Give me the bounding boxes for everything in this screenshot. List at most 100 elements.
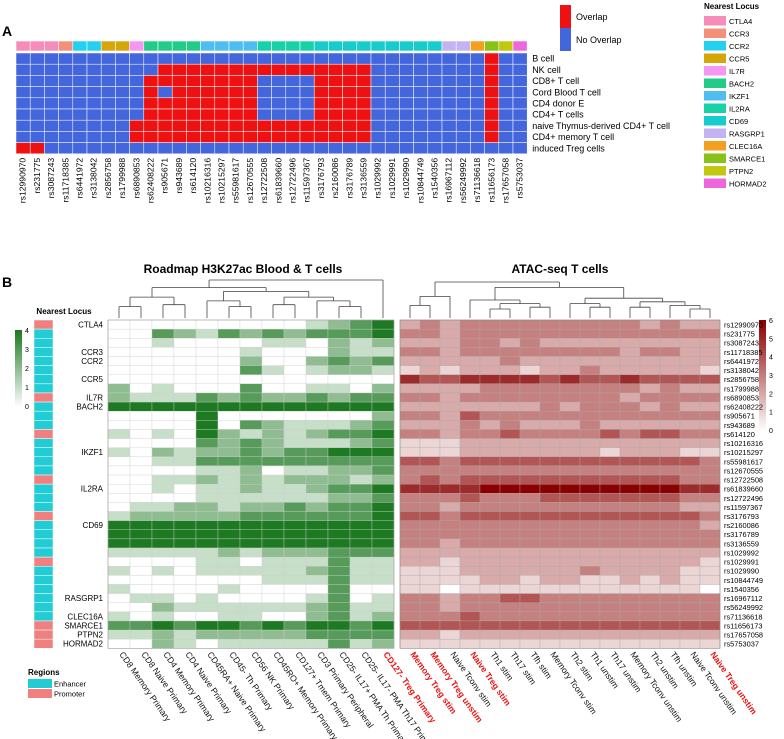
region-bar-cell xyxy=(33,420,54,430)
atac-cell xyxy=(559,456,581,467)
atac-cell xyxy=(539,620,561,631)
snp-label: rs6441972 xyxy=(74,158,84,199)
snp-row-label: rs12670555 xyxy=(724,466,763,475)
atac-cell xyxy=(399,383,421,394)
atac-cell xyxy=(499,566,521,576)
h3k27ac-cell xyxy=(327,529,351,540)
overlap-cell xyxy=(228,86,244,99)
atac-cell xyxy=(439,447,461,457)
overlap-cell xyxy=(72,108,88,121)
atac-cell xyxy=(699,456,721,467)
h3k27ac-cell xyxy=(195,520,219,530)
h3k27ac-cell xyxy=(107,538,131,549)
scale-gradient-step xyxy=(759,366,766,370)
atac-cell xyxy=(519,429,541,439)
atac-cell xyxy=(599,520,621,530)
atac-cell xyxy=(619,547,641,558)
atac-cell xyxy=(639,411,661,421)
h3k27ac-cell xyxy=(283,629,307,640)
overlap-cell xyxy=(455,75,471,87)
h3k27ac-cell xyxy=(107,602,131,613)
overlap-cell xyxy=(44,86,59,99)
h3k27ac-cell xyxy=(305,392,329,403)
snp-label: rs16967112 xyxy=(444,158,454,203)
locus-bar-cell xyxy=(441,40,457,52)
h3k27ac-cell xyxy=(151,392,175,403)
atac-cell xyxy=(559,529,581,540)
atac-cell xyxy=(559,438,581,448)
atac-cell xyxy=(499,401,521,412)
h3k27ac-cell xyxy=(305,556,329,567)
h3k27ac-cell xyxy=(107,328,131,339)
atac-cell xyxy=(639,465,661,476)
panel-b: B Roadmap H3K27ac Blood & T cells ATAC-s… xyxy=(2,262,773,739)
h3k27ac-cell xyxy=(173,465,197,476)
atac-cell xyxy=(679,538,701,549)
overlap-cell xyxy=(512,142,528,155)
overlap-cell xyxy=(257,142,272,155)
scale-gradient-step xyxy=(759,325,766,329)
overlap-cell xyxy=(15,75,31,87)
scale-gradient-step xyxy=(759,388,766,392)
scale-gradient-step xyxy=(15,368,22,371)
atac-cell xyxy=(639,401,661,412)
h3k27ac-cell xyxy=(349,383,373,394)
atac-cell xyxy=(559,392,581,403)
atac-cell xyxy=(699,401,721,412)
atac-cell xyxy=(539,639,561,649)
h3k27ac-cell xyxy=(327,511,351,521)
locus-label: IKZF1 xyxy=(81,448,103,457)
h3k27ac-cell xyxy=(371,629,395,640)
h3k27ac-cell xyxy=(261,383,285,394)
h3k27ac-cell xyxy=(371,584,395,594)
h3k27ac-cell xyxy=(195,401,219,412)
snp-label: rs12722496 xyxy=(287,158,297,204)
overlap-cell xyxy=(186,119,201,132)
atac-cell xyxy=(639,474,661,485)
overlap-cell xyxy=(342,86,358,99)
cell-type-label: B cell xyxy=(532,54,554,64)
h3k27ac-cell xyxy=(129,639,153,649)
h3k27ac-cell xyxy=(349,438,373,448)
snp-label: rs614120 xyxy=(188,158,198,194)
h3k27ac-cell xyxy=(239,383,263,394)
atac-cell xyxy=(699,611,721,622)
scale-gradient-step xyxy=(15,360,22,363)
region-bar-cell xyxy=(33,347,54,357)
atac-cell xyxy=(479,547,501,558)
h3k27ac-cell xyxy=(349,474,373,485)
atac-cell xyxy=(399,593,421,603)
overlap-cell xyxy=(455,108,471,121)
atac-cell xyxy=(699,483,721,494)
h3k27ac-cell xyxy=(327,401,351,412)
h3k27ac-cell xyxy=(217,474,241,485)
atac-cell xyxy=(459,429,481,439)
scale-gradient-step xyxy=(15,339,22,342)
overlap-cell xyxy=(86,75,102,87)
locus-bar-cell xyxy=(328,40,343,52)
h3k27ac-cell xyxy=(327,365,351,375)
locus-label: IL7R xyxy=(86,393,103,402)
h3k27ac-cell xyxy=(239,456,263,467)
overlap-cell xyxy=(455,142,471,155)
h3k27ac-cell xyxy=(217,420,241,430)
locus-bar-cell xyxy=(413,40,429,52)
snp-label: rs2160086 xyxy=(330,158,340,199)
h3k27ac-cell xyxy=(129,502,153,512)
h3k27ac-cell xyxy=(327,502,351,512)
h3k27ac-cell xyxy=(349,429,373,439)
atac-cell xyxy=(499,447,521,457)
h3k27ac-cell xyxy=(151,584,175,594)
region-bar-cell xyxy=(33,438,54,448)
overlap-cell xyxy=(257,97,272,110)
snp-row-label: rs6441972 xyxy=(724,357,759,366)
overlap-cell xyxy=(484,119,500,132)
atac-cell xyxy=(639,520,661,530)
atac-cell xyxy=(539,529,561,540)
atac-cell xyxy=(679,383,701,394)
atac-cell xyxy=(459,392,481,403)
overlap-cell xyxy=(44,97,59,110)
h3k27ac-cell xyxy=(151,520,175,530)
scale-gradient-step xyxy=(15,390,22,394)
